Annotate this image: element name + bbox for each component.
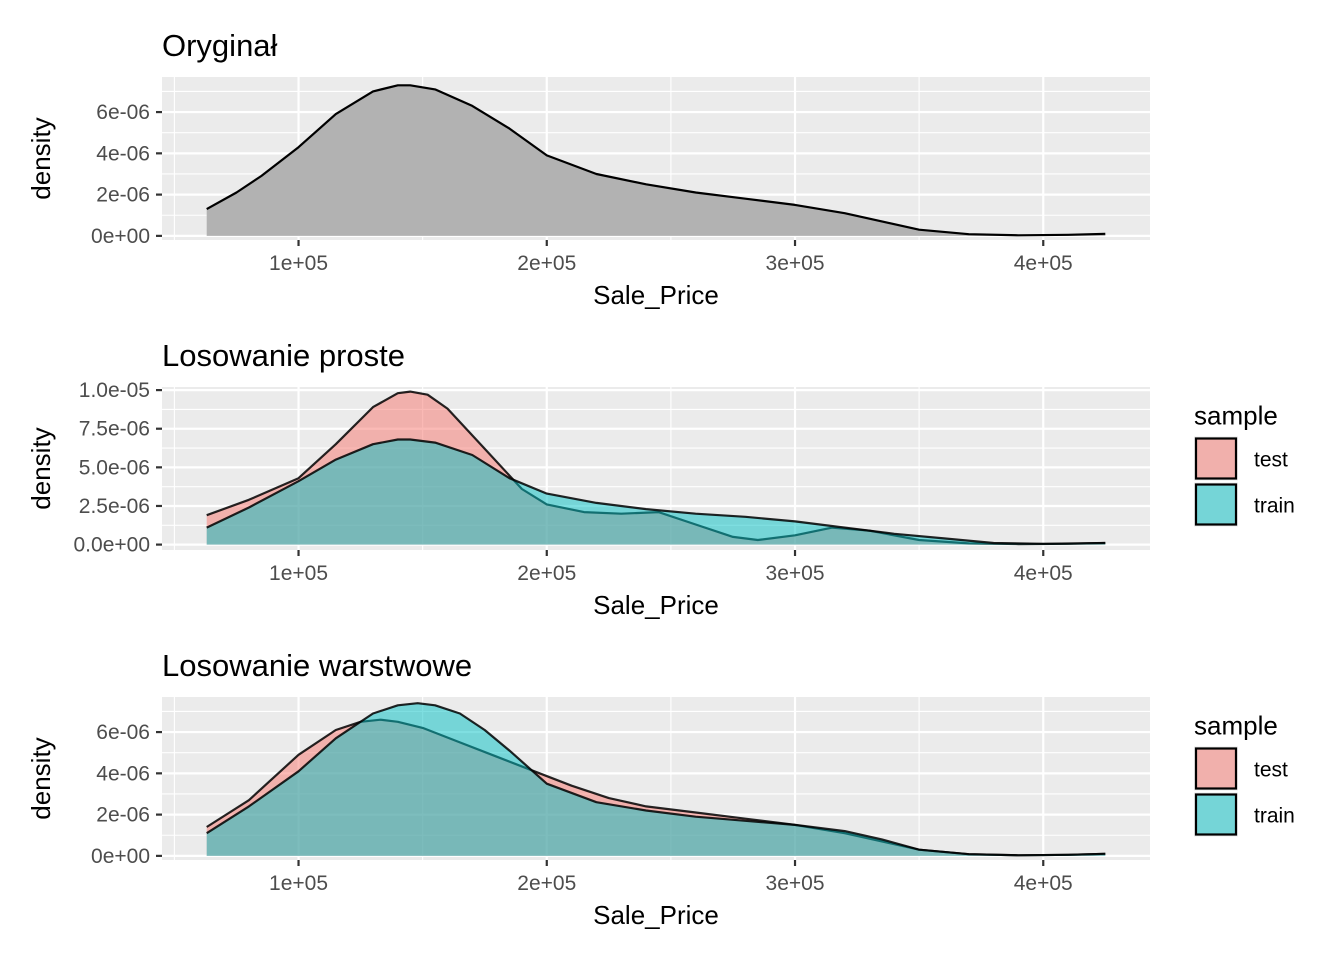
density-curve-train [206,702,1106,857]
x-axis-title: Sale_Price [593,590,719,620]
x-tick-label: 1e+05 [269,562,328,585]
chart-panel-2: Losowanie proste 1e+05 2e+05 3e+05 4e+05 0.0e… [26,338,1295,620]
y-axis-title: density [26,427,56,509]
density-area-all [206,85,1106,236]
y-tick-label: 7.5e-06 [79,418,150,441]
y-tick-label: 6e-06 [96,101,150,124]
x-tick-label: 1e+05 [269,872,328,895]
x-tick-label: 2e+05 [517,562,576,585]
x-tick-label: 1e+05 [269,252,328,275]
y-tick-label: 2e-06 [96,804,150,827]
y-tick-label: 0e+00 [91,225,150,248]
x-tick-label: 2e+05 [517,872,576,895]
x-axis-title: Sale_Price [593,900,719,930]
legend-key-test [1194,747,1238,790]
chart-title: Losowanie warstwowe [162,648,472,683]
y-tick-label: 5.0e-06 [79,456,150,479]
legend: sample test train [1194,711,1295,837]
x-tick-label: 4e+05 [1014,872,1073,895]
legend: sample test train [1194,401,1295,527]
legend-label-test: test [1254,449,1288,472]
legend-key-test [1194,437,1238,480]
y-tick-label: 1.0e-05 [79,379,150,402]
y-tick-label: 2e-06 [96,184,150,207]
y-tick-label: 0.0e+00 [74,534,151,557]
density-curve-all [206,84,1106,237]
y-axis-title: density [26,117,56,199]
legend-key-train [1194,793,1238,836]
density-area-train [206,439,1106,545]
chart-panel-3: Losowanie warstwowe 1e+05 2e+05 3e+05 4e+05 0… [26,648,1295,930]
x-tick-label: 2e+05 [517,252,576,275]
x-tick-label: 3e+05 [766,562,825,585]
legend-label-test: test [1254,759,1288,782]
y-tick-label: 4e-06 [96,142,150,165]
x-tick-label: 4e+05 [1014,252,1073,275]
density-curve-train [206,438,1106,545]
y-tick-label: 2.5e-06 [79,495,150,518]
y-axis-title: density [26,737,56,819]
legend-title: sample [1194,711,1278,741]
density-area-train [206,703,1106,856]
x-axis-title: Sale_Price [593,280,719,310]
y-tick-label: 6e-06 [96,721,150,744]
x-tick-label: 3e+05 [766,872,825,895]
legend-label-train: train [1254,495,1295,518]
legend-title: sample [1194,401,1278,431]
legend-label-train: train [1254,805,1295,828]
chart-title: Oryginał [162,28,278,63]
chart-panel-1: Oryginał 1e+05 2e+05 3e+05 4e+05 0e+00 2e-06 4e… [26,28,1150,310]
y-tick-label: 0e+00 [91,845,150,868]
x-tick-label: 4e+05 [1014,562,1073,585]
legend-key-train [1194,483,1238,526]
x-tick-label: 3e+05 [766,252,825,275]
y-tick-label: 4e-06 [96,762,150,785]
chart-title: Losowanie proste [162,338,405,373]
